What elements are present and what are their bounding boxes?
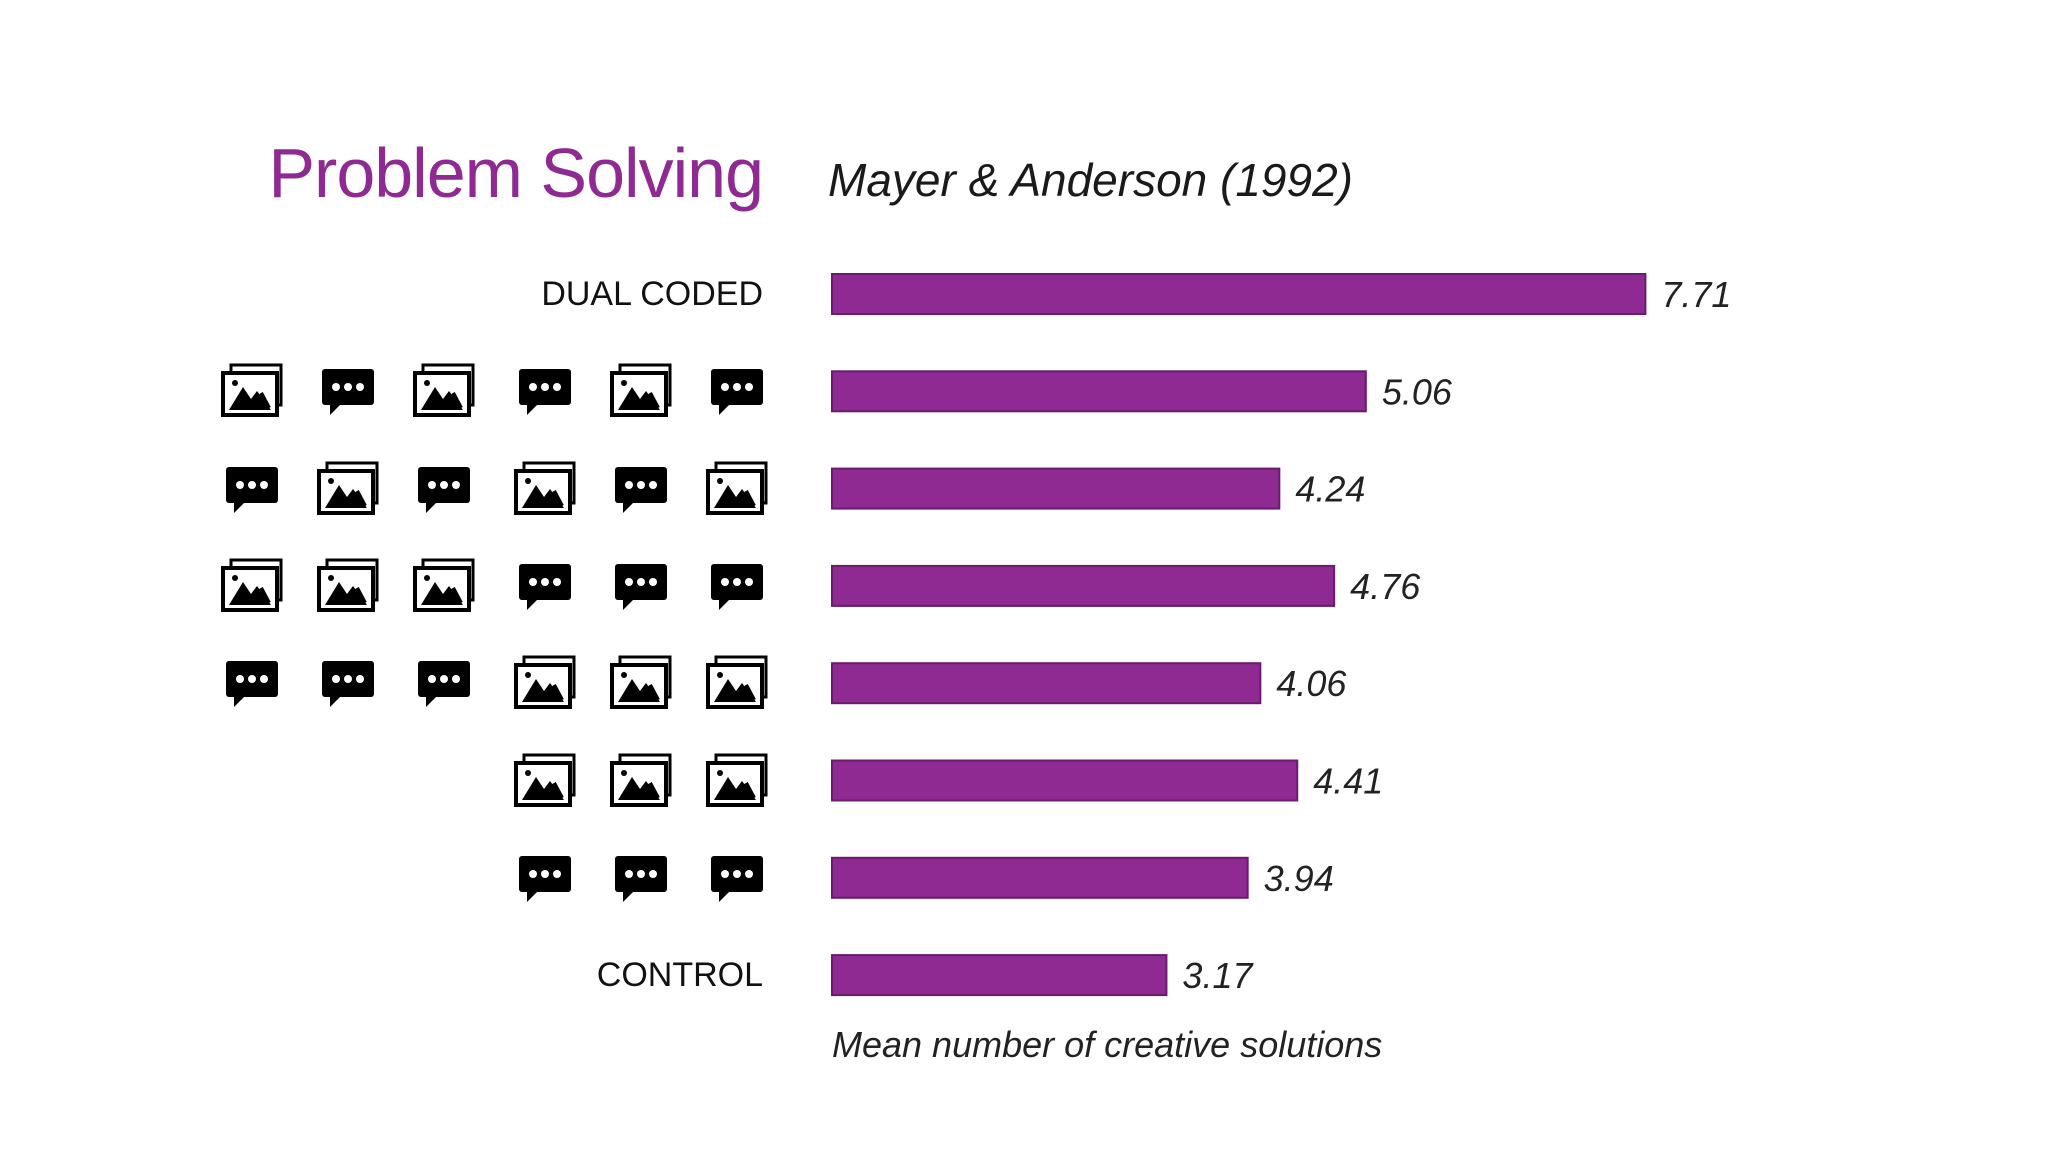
- image-icon: [608, 655, 674, 716]
- chart-subtitle: Mayer & Anderson (1992): [828, 154, 1354, 206]
- category-label-control: CONTROL: [596, 956, 763, 995]
- speech-bubble-icon: [611, 850, 671, 911]
- data-label-6: 3.94: [1264, 858, 1334, 899]
- data-label-4: 4.06: [1276, 663, 1347, 704]
- image-icon: [219, 363, 285, 424]
- bar-5: [831, 759, 1299, 802]
- bar-3: [831, 564, 1336, 607]
- speech-bubble-icon: [515, 850, 575, 911]
- bar-2: [831, 467, 1281, 510]
- image-icon: [512, 753, 578, 814]
- speech-bubble-icon: [707, 558, 767, 619]
- bar-4: [831, 662, 1262, 705]
- speech-bubble-icon: [515, 558, 575, 619]
- data-label-5: 4.41: [1313, 761, 1383, 802]
- bar-1: [831, 370, 1367, 413]
- speech-bubble-icon: [515, 363, 575, 424]
- image-icon: [411, 558, 477, 619]
- speech-bubble-icon: [611, 558, 671, 619]
- bar-6: [831, 856, 1249, 899]
- image-icon: [512, 461, 578, 522]
- category-label-dual-coded: DUAL CODED: [541, 275, 763, 313]
- bar-7: [831, 954, 1168, 997]
- image-icon: [315, 461, 381, 522]
- bar-0: [831, 273, 1647, 315]
- chart-title: Problem Solving: [268, 134, 764, 212]
- data-label-3: 4.76: [1350, 566, 1421, 607]
- image-icon: [315, 558, 381, 619]
- data-label-2: 4.24: [1295, 469, 1365, 510]
- speech-bubble-icon: [414, 461, 474, 522]
- image-icon: [704, 461, 770, 522]
- image-icon: [219, 558, 285, 619]
- image-icon: [411, 363, 477, 424]
- image-icon: [704, 655, 770, 716]
- data-label-7: 3.17: [1182, 955, 1254, 996]
- speech-bubble-icon: [707, 363, 767, 424]
- image-icon: [704, 753, 770, 814]
- speech-bubble-icon: [318, 363, 378, 424]
- image-icon: [608, 753, 674, 814]
- image-icon: [608, 363, 674, 424]
- speech-bubble-icon: [318, 655, 378, 716]
- image-icon: [512, 655, 578, 716]
- data-label-1: 5.06: [1382, 371, 1453, 412]
- speech-bubble-icon: [222, 655, 282, 716]
- speech-bubble-icon: [414, 655, 474, 716]
- x-axis-label: Mean number of creative solutions: [832, 1024, 1383, 1065]
- speech-bubble-icon: [611, 461, 671, 522]
- data-label-0: 7.71: [1661, 274, 1731, 315]
- speech-bubble-icon: [222, 461, 282, 522]
- speech-bubble-icon: [707, 850, 767, 911]
